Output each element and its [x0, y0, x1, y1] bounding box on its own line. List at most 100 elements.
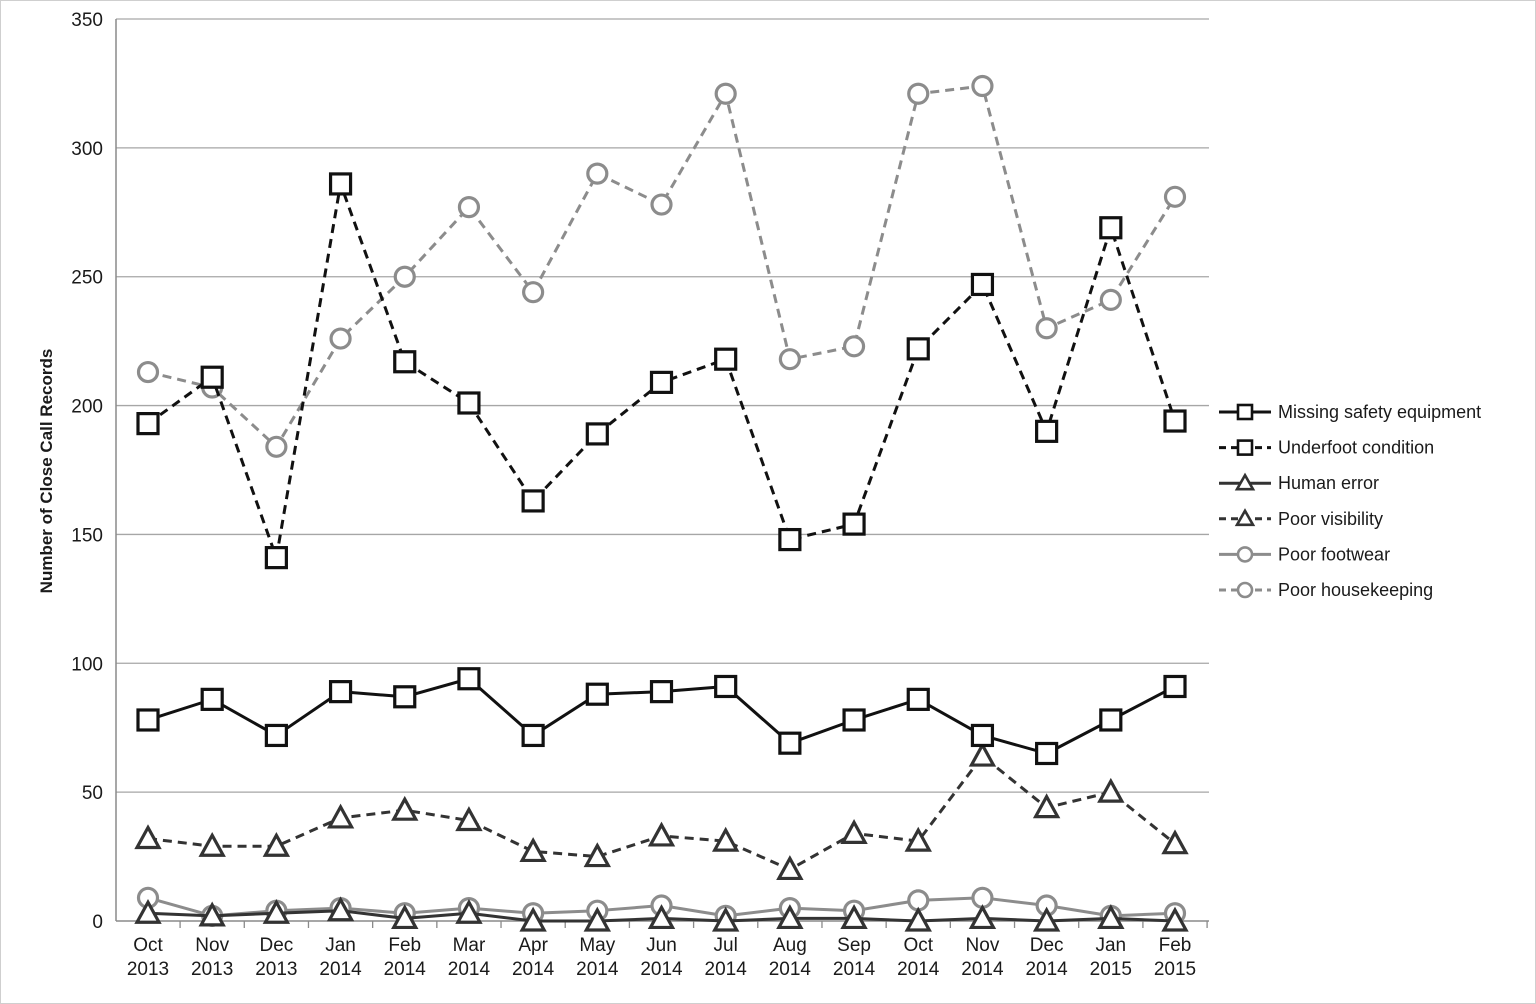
y-tick-label: 50 [82, 783, 103, 804]
x-tick-label: Nov 2013 [191, 935, 233, 980]
data-point [778, 348, 801, 371]
data-point [1163, 409, 1187, 433]
data-point [904, 826, 932, 852]
series-missing-safety-equipment [136, 667, 1187, 766]
y-tick-label: 150 [71, 525, 103, 546]
data-point [842, 512, 866, 536]
data-point [457, 667, 481, 691]
data-point [585, 422, 609, 446]
data-point [136, 708, 160, 732]
data-point [198, 901, 226, 927]
data-point [521, 723, 545, 748]
data-point [391, 904, 419, 930]
data-point [906, 687, 930, 711]
data-point [134, 824, 162, 850]
data-point [264, 546, 288, 570]
data-point [200, 687, 224, 711]
series-line [147, 84, 1177, 449]
x-tick-label: Aug 2014 [769, 935, 812, 980]
legend-item: Missing safety equipment [1219, 402, 1481, 422]
data-point [455, 806, 483, 832]
x-tick-label: Sep 2014 [833, 935, 876, 980]
data-point [585, 682, 609, 706]
data-point [586, 162, 609, 185]
y-tick-label: 350 [71, 10, 103, 31]
data-point [1035, 741, 1059, 766]
data-point [971, 74, 994, 98]
legend: Missing safety equipment Underfoot condit… [1219, 402, 1481, 600]
data-point [134, 898, 162, 924]
y-tick-label: 300 [71, 139, 103, 160]
data-point [326, 803, 355, 829]
x-tick-label: Dec 2014 [1025, 935, 1068, 980]
data-point [1035, 419, 1059, 443]
data-point [521, 489, 545, 513]
legend-item: Poor visibility [1219, 508, 1383, 529]
data-point [647, 904, 676, 930]
data-point [329, 327, 352, 350]
series-group [134, 74, 1189, 932]
data-point [455, 898, 483, 924]
data-point [649, 370, 674, 394]
data-point [457, 196, 481, 219]
legend-label: Missing safety equipment [1278, 402, 1481, 422]
x-tick-label: Jul 2014 [705, 935, 748, 980]
legend-label: Human error [1278, 473, 1379, 493]
x-tick-label: Oct 2014 [897, 935, 940, 980]
x-tick-label: Nov 2014 [961, 935, 1004, 980]
data-point [776, 855, 804, 881]
data-point [522, 281, 545, 304]
data-point [1032, 906, 1061, 932]
data-point [1035, 317, 1058, 340]
series-poor-visibility [134, 741, 1189, 881]
data-point [970, 723, 995, 748]
series-line [147, 754, 1176, 871]
series-underfoot-condition [136, 172, 1187, 570]
data-point [393, 685, 417, 709]
data-point [1163, 674, 1187, 699]
data-point [970, 272, 995, 297]
legend-marker [1236, 403, 1254, 421]
data-point [842, 708, 866, 732]
data-point [391, 795, 419, 821]
legend-item: Human error [1219, 472, 1379, 493]
legend-label: Underfoot condition [1278, 438, 1434, 458]
grid-lines [116, 18, 1209, 793]
data-point [776, 904, 804, 930]
legend-marker [1236, 439, 1254, 456]
series-human-error [134, 896, 1189, 932]
legend-marker [1236, 581, 1254, 599]
data-point [264, 723, 288, 748]
data-point [519, 837, 547, 863]
data-point [519, 906, 547, 932]
data-point [198, 831, 226, 857]
x-tick-label: Dec 2013 [255, 935, 297, 980]
data-point [906, 337, 930, 361]
legend-marker [1234, 472, 1256, 491]
data-point [265, 435, 288, 458]
data-point [714, 674, 738, 699]
data-point [326, 896, 355, 922]
data-point [904, 906, 932, 932]
data-point [711, 906, 740, 932]
legend-marker [1236, 546, 1254, 563]
data-point [457, 391, 481, 415]
x-tick-label: Jan 2014 [319, 935, 362, 980]
y-axis-title: Number of Close Call Records [37, 349, 56, 594]
x-tick-label: Jan 2015 [1090, 935, 1132, 980]
x-tick-label: May 2014 [576, 935, 619, 980]
data-point [136, 412, 160, 436]
data-point [1161, 906, 1189, 932]
data-point [1032, 793, 1061, 819]
x-tick-label: Feb 2015 [1154, 935, 1196, 980]
data-point [1099, 288, 1122, 312]
data-point [136, 360, 160, 384]
data-point [714, 82, 737, 105]
axes: 0 50 100 150 200 250 300 350 Oct 2013 Nov 2013 Dec 20… [71, 10, 1209, 980]
data-point [262, 898, 291, 924]
x-tick-label: Apr 2014 [512, 935, 555, 980]
data-point [200, 365, 224, 389]
data-point [583, 842, 612, 868]
